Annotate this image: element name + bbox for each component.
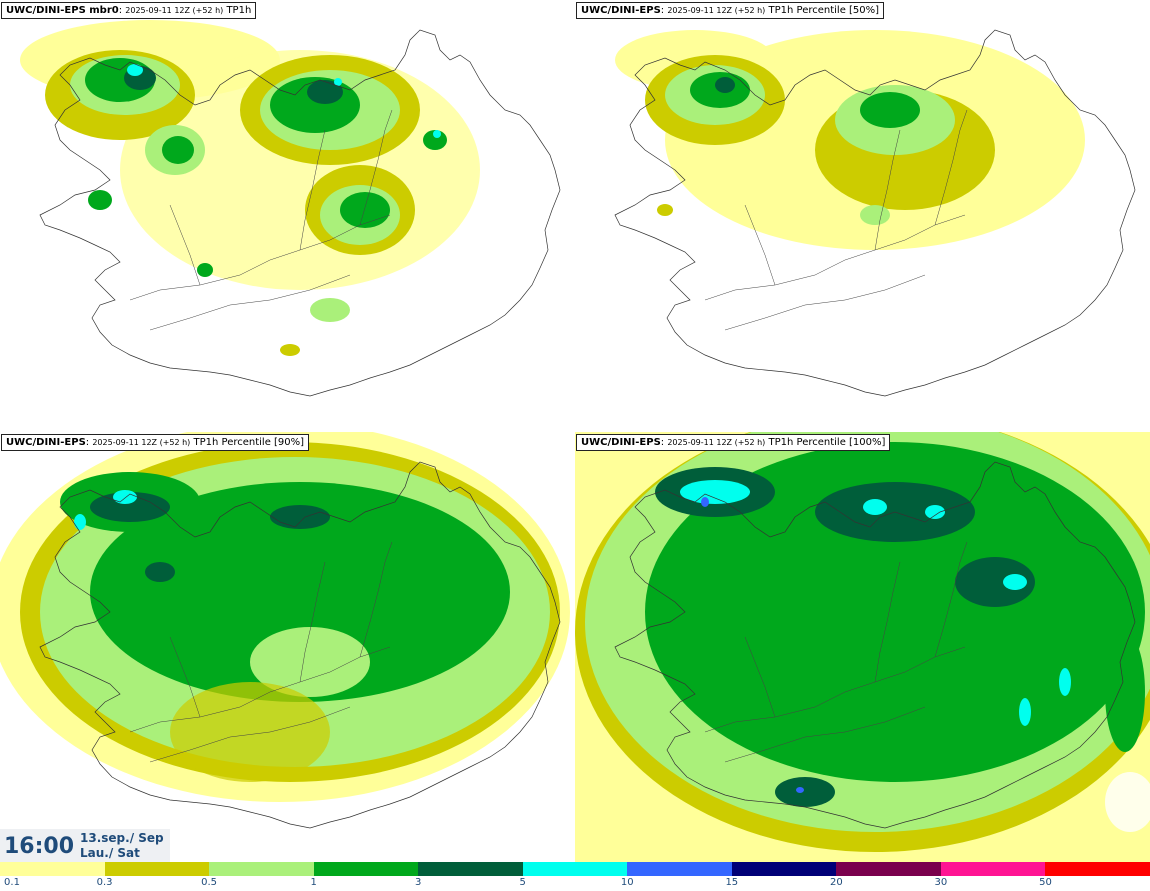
precip-map-p100 bbox=[575, 432, 1150, 864]
panel-title: UWC/DINI-EPS: 2025-09-11 12Z (+52 h) TP1… bbox=[576, 434, 891, 451]
valid-time-box: 16:00 13.sep./ Sep Lau./ Sat bbox=[0, 829, 170, 862]
model-label: UWC/DINI-EPS bbox=[6, 437, 86, 448]
colorbar-label: 5 bbox=[519, 877, 526, 888]
colorbar-label: 20 bbox=[829, 877, 843, 888]
panel-title: UWC/DINI-EPS: 2025-09-11 12Z (+52 h) TP1… bbox=[576, 2, 885, 19]
run-date: 2025-09-11 12Z (+52 h) bbox=[92, 438, 191, 447]
colorbar-label: 0.3 bbox=[96, 877, 113, 888]
map-panel-p90: UWC/DINI-EPS: 2025-09-11 12Z (+52 h) TP1… bbox=[0, 432, 575, 864]
colorbar-label: 30 bbox=[934, 877, 948, 888]
precip-field bbox=[575, 432, 1150, 864]
valid-time: 16:00 bbox=[4, 834, 75, 859]
valid-weekday: Lau./ Sat bbox=[80, 846, 140, 860]
colorbar-swatch bbox=[418, 862, 523, 876]
precip-map-p90 bbox=[0, 432, 570, 829]
model-label: UWC/DINI-EPS bbox=[581, 5, 661, 16]
colorbar-label: 50 bbox=[1039, 877, 1052, 888]
precip-field bbox=[20, 20, 480, 356]
colorbar-label: 15 bbox=[725, 877, 739, 888]
valid-date: 13.sep./ Sep bbox=[80, 831, 164, 845]
colorbar-label: 0.5 bbox=[201, 877, 218, 888]
colorbar-swatch bbox=[627, 862, 732, 876]
run-date: 2025-09-11 12Z (+52 h) bbox=[125, 6, 224, 15]
colorbar-label: 10 bbox=[620, 877, 634, 888]
precip-field bbox=[615, 30, 1085, 250]
colorbar-label: 1 bbox=[310, 877, 317, 888]
run-date: 2025-09-11 12Z (+52 h) bbox=[667, 438, 766, 447]
panel-title: UWC/DINI-EPS: 2025-09-11 12Z (+52 h) TP1… bbox=[1, 434, 310, 451]
panel-title: UWC/DINI-EPS mbr0: 2025-09-11 12Z (+52 h… bbox=[1, 2, 257, 19]
colorbar-label: 3 bbox=[414, 877, 422, 888]
model-label: UWC/DINI-EPS bbox=[581, 437, 661, 448]
colorbar-swatch bbox=[731, 862, 837, 876]
precip-map-mbr0 bbox=[20, 20, 561, 397]
colorbar-swatch bbox=[1045, 862, 1150, 876]
precip-field bbox=[0, 432, 570, 802]
field-label: TP1h Percentile [50%] bbox=[768, 5, 880, 16]
run-date: 2025-09-11 12Z (+52 h) bbox=[667, 6, 766, 15]
field-label: TP1h Percentile [90%] bbox=[193, 437, 305, 448]
colorbar-swatch bbox=[940, 862, 1046, 876]
colorbar-label: 0.1 bbox=[4, 877, 20, 888]
map-panel-mbr0: UWC/DINI-EPS mbr0: 2025-09-11 12Z (+52 h… bbox=[0, 0, 575, 432]
field-label: TP1h bbox=[226, 5, 252, 16]
model-label: UWC/DINI-EPS mbr0 bbox=[6, 5, 119, 16]
colorbar-swatch bbox=[104, 862, 210, 876]
colorbar-legend: 0.1 0.3 0.5 1 3 5 10 15 20 30 50 bbox=[0, 862, 1150, 891]
colorbar-swatch bbox=[313, 862, 419, 876]
precip-map-p50 bbox=[614, 29, 1136, 397]
colorbar-swatch bbox=[836, 862, 941, 876]
map-panel-p100: UWC/DINI-EPS: 2025-09-11 12Z (+52 h) TP1… bbox=[575, 432, 1150, 864]
colorbar-swatch bbox=[209, 862, 314, 876]
field-label: TP1h Percentile [100%] bbox=[768, 437, 886, 448]
colorbar-swatch bbox=[0, 862, 105, 876]
map-panel-p50: UWC/DINI-EPS: 2025-09-11 12Z (+52 h) TP1… bbox=[575, 0, 1150, 432]
colorbar-swatch bbox=[522, 862, 628, 876]
colorbar bbox=[0, 862, 1150, 876]
